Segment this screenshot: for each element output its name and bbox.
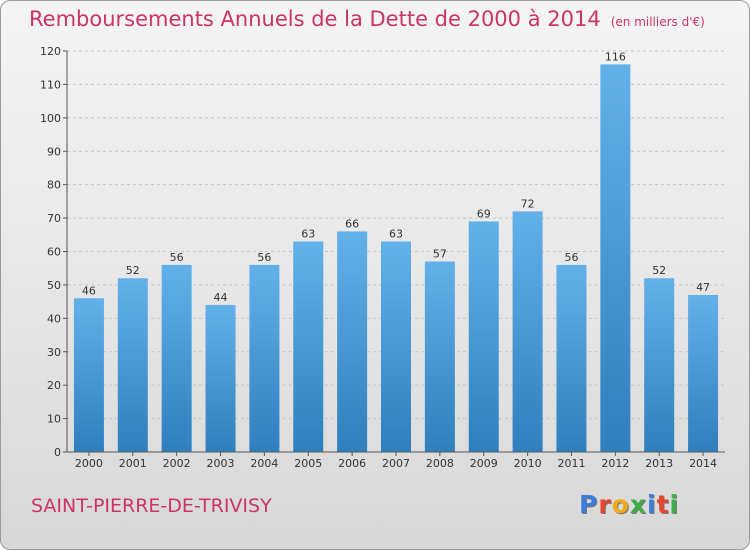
- bar-value-label: 63: [389, 227, 403, 240]
- x-tick-label: 2006: [338, 457, 366, 470]
- x-tick-label: 2004: [250, 457, 278, 470]
- y-tick-label: 70: [47, 212, 61, 225]
- bar: [205, 304, 236, 452]
- bar-value-label: 44: [214, 291, 228, 304]
- bar-value-label: 52: [652, 264, 666, 277]
- chart-title-text: Remboursements Annuels de la Dette de 20…: [29, 7, 601, 31]
- x-tick-label: 2008: [426, 457, 454, 470]
- logo-letter: t: [656, 490, 670, 519]
- bar: [600, 64, 631, 452]
- bar: [381, 241, 411, 452]
- x-tick-label: 2014: [689, 457, 717, 470]
- y-tick-label: 110: [40, 78, 61, 91]
- y-tick-label: 30: [47, 346, 61, 359]
- bar: [117, 278, 148, 452]
- bar: [337, 231, 368, 452]
- x-tick-label: 2013: [645, 457, 673, 470]
- x-tick-label: 2002: [163, 457, 191, 470]
- bar: [424, 261, 455, 452]
- bar: [556, 264, 587, 452]
- x-axis: 2000 2001 2002 2003 2004 2005 2006 2007 2008 2009…: [67, 451, 725, 470]
- logo-letter: P: [579, 490, 599, 519]
- bar-value-label: 116: [605, 50, 626, 63]
- y-tick-label: 80: [47, 179, 61, 192]
- bar: [688, 294, 719, 452]
- x-tick-label: 2003: [207, 457, 235, 470]
- x-tick-label: 2011: [557, 457, 585, 470]
- bar-value-label: 66: [345, 217, 359, 230]
- chart-title: Remboursements Annuels de la Dette de 20…: [29, 7, 705, 31]
- logo-letter: i: [669, 490, 680, 519]
- logo-letter: i: [647, 490, 657, 519]
- bar: [293, 241, 324, 452]
- chart-unit: (en milliers d'€): [610, 15, 705, 29]
- y-tick-label: 90: [47, 145, 61, 158]
- bar: [468, 221, 499, 452]
- bar-value-label: 63: [301, 227, 315, 240]
- y-tick-label: 40: [47, 312, 61, 325]
- bar: [73, 298, 104, 452]
- x-tick-label: 2010: [514, 457, 542, 470]
- logo-letter: o: [611, 490, 630, 519]
- bar-value-label: 72: [521, 197, 535, 210]
- bar-value-label: 56: [170, 251, 184, 264]
- bar: [161, 264, 192, 452]
- y-tick-label: 10: [47, 413, 61, 426]
- bar-value-label: 46: [82, 284, 96, 297]
- bars: 46 52 56 44 56 63 66 63 57 69 72 56 116 52 47: [73, 50, 719, 452]
- y-tick-label: 20: [47, 379, 61, 392]
- bar-value-label: 57: [433, 248, 447, 261]
- bar-value-label: 56: [564, 251, 578, 264]
- x-tick-label: 2005: [294, 457, 322, 470]
- logo-letter: x: [629, 490, 647, 519]
- y-tick-label: 100: [40, 112, 61, 125]
- x-tick-label: 2009: [470, 457, 498, 470]
- x-tick-label: 2001: [119, 457, 147, 470]
- y-axis: 0 10 20 30 40 50 60 70 80 90 100 110 120: [40, 45, 68, 459]
- proxiti-logo: Proxiti: [579, 490, 679, 519]
- bar-value-label: 69: [477, 207, 491, 220]
- bar: [249, 264, 280, 452]
- y-tick-label: 50: [47, 279, 61, 292]
- y-tick-label: 60: [47, 246, 61, 259]
- x-tick-label: 2000: [75, 457, 103, 470]
- x-tick-label: 2007: [382, 457, 410, 470]
- y-tick-label: 0: [54, 446, 61, 459]
- bar: [644, 278, 675, 452]
- x-tick-label: 2012: [601, 457, 629, 470]
- bar-value-label: 47: [696, 281, 710, 294]
- bar-value-label: 52: [126, 264, 140, 277]
- y-tick-label: 120: [40, 45, 61, 58]
- logo-letter: r: [598, 490, 612, 519]
- city-name: SAINT-PIERRE-DE-TRIVISY: [31, 495, 272, 517]
- bar: [512, 211, 543, 452]
- bar-value-label: 56: [257, 251, 271, 264]
